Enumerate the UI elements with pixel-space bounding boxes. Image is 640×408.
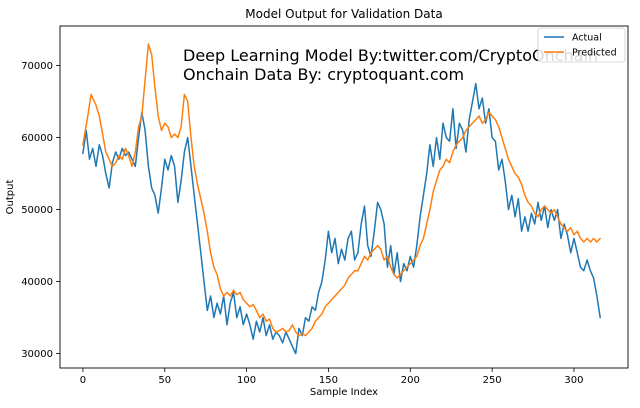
y-tick-label: 70000 (21, 61, 53, 72)
y-tick-label: 40000 (21, 277, 53, 288)
x-axis-label: Sample Index (310, 387, 378, 398)
series-layer (82, 43, 601, 355)
x-tick-label: 150 (319, 375, 338, 386)
x-tick-label: 100 (237, 375, 256, 386)
x-tick-label: 0 (80, 375, 86, 386)
x-tick-label: 300 (564, 375, 583, 386)
annotation-model: Deep Learning Model By:twitter.com/Crypt… (183, 46, 598, 65)
legend-label-actual: Actual (572, 33, 602, 44)
y-tick-label: 50000 (21, 205, 53, 216)
legend: Actual Predicted (537, 27, 626, 63)
y-axis-label: Output (5, 180, 16, 215)
y-tick-label: 60000 (21, 133, 53, 144)
series-line-actual (82, 82, 601, 355)
plot-frame (59, 25, 629, 369)
x-tick-label: 200 (401, 375, 420, 386)
x-tick-label: 250 (483, 375, 502, 386)
annotation-data-source: Onchain Data By: cryptoquant.com (183, 65, 464, 84)
series-line-predicted (82, 43, 601, 337)
chart-title: Model Output for Validation Data (245, 7, 442, 21)
ticks-layer: 0 50 100 150 200 250 300 30000 40000 50000 60000 70… (21, 61, 583, 386)
x-tick-label: 50 (158, 375, 171, 386)
y-tick-label: 30000 (21, 349, 53, 360)
legend-label-predicted: Predicted (572, 48, 617, 59)
